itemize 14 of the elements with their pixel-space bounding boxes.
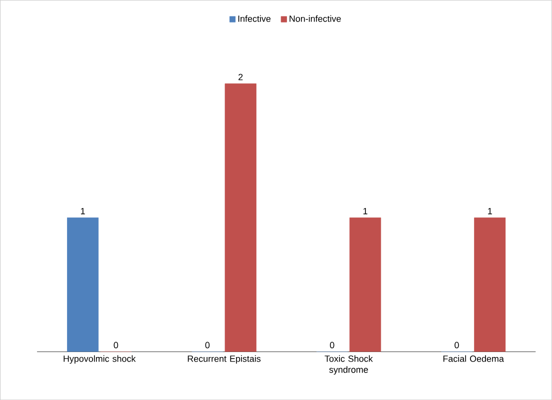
data-label: 0 xyxy=(114,342,118,348)
data-label: 0 xyxy=(454,342,459,348)
legend-label: Non-infective xyxy=(290,15,341,22)
x-tick-label: Toxic Shock syndrome xyxy=(324,355,373,375)
data-label: 2 xyxy=(238,74,243,80)
x-tick-label: Facial Oedema xyxy=(443,355,504,362)
data-label: 1 xyxy=(363,208,368,214)
data-label: 1 xyxy=(80,208,85,214)
x-tick-label: Hypovolmic shock xyxy=(64,355,136,364)
legend-label: Infective xyxy=(238,15,271,22)
data-label: 1 xyxy=(488,208,492,214)
data-label: 0 xyxy=(330,342,334,348)
x-tick-label: Recurrent Epistais xyxy=(188,355,261,364)
data-label: 0 xyxy=(205,342,210,348)
